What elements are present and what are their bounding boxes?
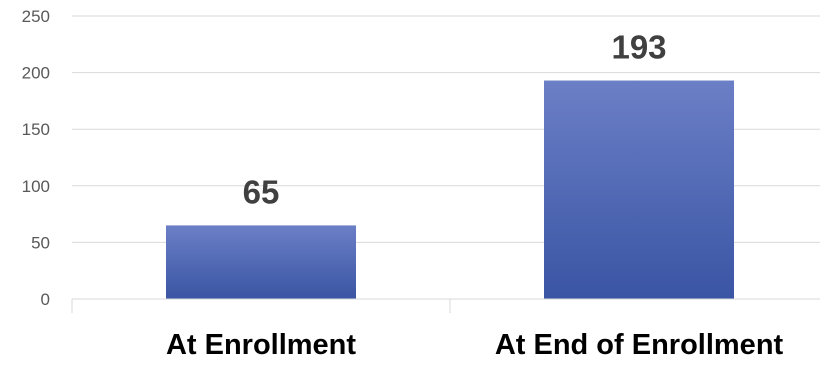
y-tick-label-250: 250	[22, 7, 50, 26]
data-label-1: 65	[243, 173, 280, 210]
category-label-2: At End of Enrollment	[495, 329, 784, 361]
y-axis-tick-labels: 0 50 100 150 200 250	[22, 7, 50, 309]
y-tick-label-200: 200	[22, 64, 50, 83]
category-labels: At Enrollment At End of Enrollment	[166, 329, 784, 361]
category-label-1: At Enrollment	[166, 329, 356, 361]
x-axis	[71, 298, 820, 313]
data-label-2: 193	[611, 29, 666, 66]
y-tick-label-150: 150	[22, 120, 50, 139]
bar-2	[544, 80, 734, 299]
y-tick-label-100: 100	[22, 177, 50, 196]
y-tick-label-50: 50	[31, 233, 50, 252]
bar-1	[166, 225, 356, 299]
y-tick-label-0: 0	[41, 290, 50, 309]
bars	[166, 80, 734, 299]
data-labels: 65 193	[243, 29, 667, 211]
